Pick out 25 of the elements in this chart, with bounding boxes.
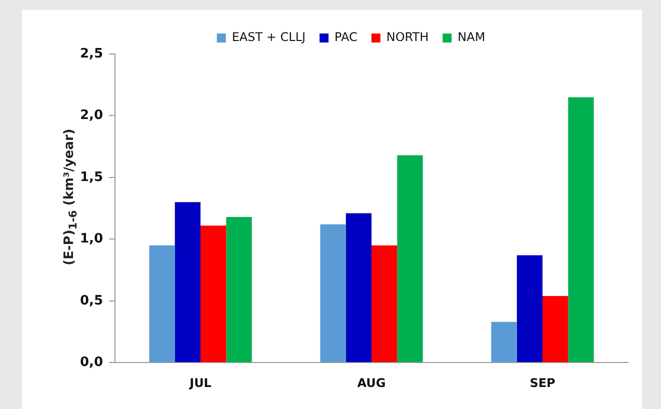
y-tick-label: 2,0 <box>80 108 104 124</box>
bar <box>491 322 517 362</box>
bar <box>372 245 398 362</box>
bar <box>174 202 201 362</box>
bar <box>200 226 226 362</box>
y-tick-label: 2,5 <box>80 46 104 62</box>
bar <box>568 97 594 362</box>
bar <box>346 213 372 362</box>
bar <box>516 255 543 362</box>
legend-label: PAC <box>334 30 358 44</box>
bar <box>226 216 252 362</box>
x-tick-label: AUG <box>357 376 386 390</box>
legend-label: NAM <box>458 30 486 44</box>
bar <box>397 155 423 362</box>
bar <box>542 296 568 362</box>
legend-label: EAST + CLLJ <box>232 30 306 44</box>
bar <box>149 245 175 362</box>
y-tick-label: 0,0 <box>80 354 104 370</box>
y-tick-label: 1,5 <box>80 170 104 185</box>
y-tick-label: 0,5 <box>80 293 104 308</box>
x-tick-label: JUL <box>188 376 212 390</box>
y-tick-label: 1,0 <box>80 232 104 247</box>
legend-label: NORTH <box>386 30 429 44</box>
bar <box>320 224 346 362</box>
x-tick-label: SEP <box>530 376 556 390</box>
